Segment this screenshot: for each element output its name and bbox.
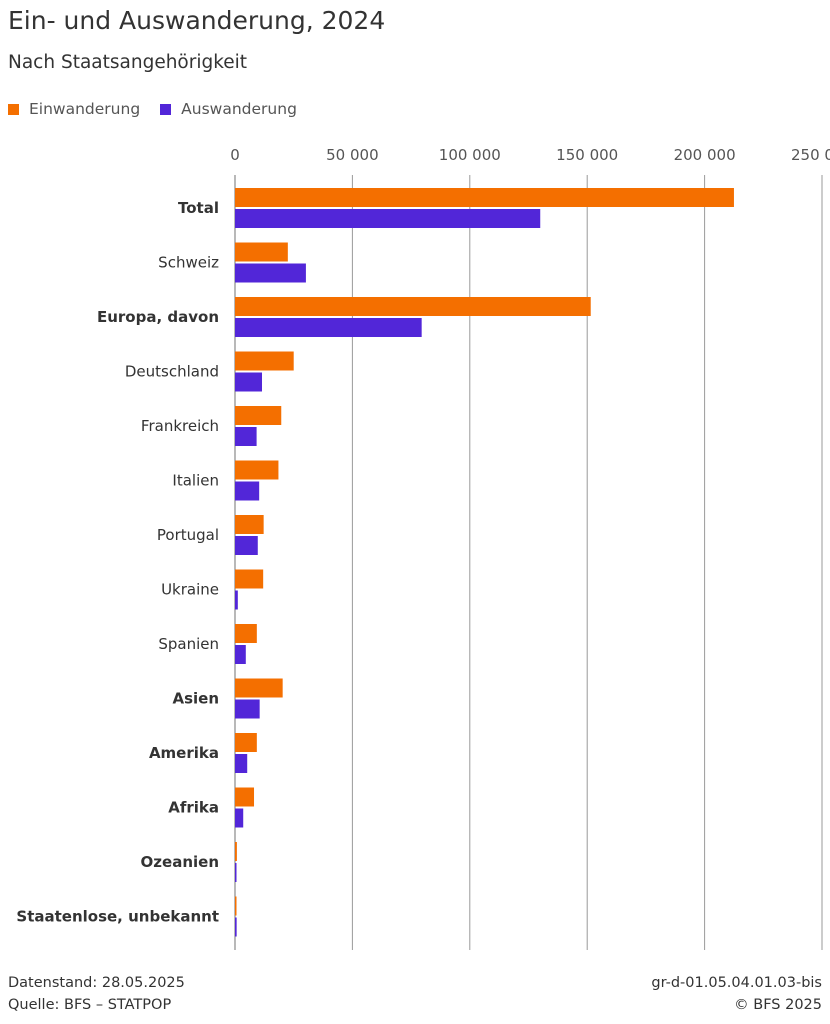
category-label: Amerika	[149, 744, 219, 762]
bar-chart: 0 50 000 100 000 150 000 200 000 250 000 Total…	[16, 146, 830, 950]
footer-copyright: © BFS 2025	[734, 997, 822, 1013]
bar-einwanderung	[235, 624, 257, 643]
footer-left: Datenstand: 28.05.2025 Quelle: BFS – STA…	[8, 972, 185, 1016]
bar-einwanderung	[235, 460, 279, 480]
legend-swatch-einwanderung	[8, 103, 19, 115]
bar-einwanderung	[235, 733, 257, 752]
chart-subtitle: Nach Staatsangehörigkeit	[8, 52, 248, 73]
legend-label-einwanderung: Einwanderung	[29, 100, 141, 118]
bar-einwanderung	[235, 787, 255, 807]
legend-label-auswanderung: Auswanderung	[181, 100, 297, 118]
category-label: Europa, davon	[97, 308, 219, 326]
bar-auswanderung	[235, 917, 237, 937]
legend: Einwanderung Auswanderung	[8, 100, 317, 118]
bar-einwanderung	[235, 188, 734, 207]
category-label: Frankreich	[141, 417, 219, 435]
bar-auswanderung	[235, 645, 246, 664]
bar-einwanderung	[235, 351, 294, 371]
x-tick-label: 50 000	[326, 146, 379, 164]
bar-einwanderung	[235, 896, 237, 916]
legend-item-einwanderung: Einwanderung	[8, 100, 140, 118]
bar-einwanderung	[235, 569, 264, 589]
bar-einwanderung	[235, 678, 283, 698]
category-label: Schweiz	[158, 254, 219, 272]
legend-swatch-auswanderung	[160, 103, 172, 115]
category-label: Ozeanien	[141, 853, 219, 871]
bar-auswanderung	[235, 481, 260, 501]
category-label: Ukraine	[161, 581, 219, 599]
bar-auswanderung	[235, 808, 244, 828]
category-label: Portugal	[157, 526, 219, 544]
bar-auswanderung	[235, 699, 260, 719]
bar-auswanderung	[235, 209, 541, 228]
footer-right: gr-d-01.05.04.01.03-bis © BFS 2025	[651, 972, 822, 1016]
category-label: Staatenlose, unbekannt	[16, 908, 219, 926]
footer-datenstand: Datenstand: 28.05.2025	[8, 975, 185, 991]
x-tick-label: 150 000	[556, 146, 618, 164]
bar-auswanderung	[235, 536, 258, 555]
bar-auswanderung	[235, 754, 248, 773]
x-tick-label: 200 000	[674, 146, 736, 164]
footer-code: gr-d-01.05.04.01.03-bis	[651, 975, 822, 991]
category-label: Afrika	[168, 799, 219, 817]
footer-quelle: Quelle: BFS – STATPOP	[8, 997, 172, 1013]
bar-einwanderung	[235, 515, 264, 534]
bar-einwanderung	[235, 297, 591, 316]
category-label: Italien	[172, 472, 219, 490]
bar-einwanderung	[235, 406, 282, 425]
chart-title: Ein- und Auswanderung, 2024	[8, 6, 386, 35]
x-tick-label: 250 000	[791, 146, 830, 164]
bar-auswanderung	[235, 318, 422, 337]
bar-einwanderung	[235, 842, 237, 861]
bar-auswanderung	[235, 590, 238, 610]
category-label: Deutschland	[125, 363, 219, 381]
category-label: Asien	[172, 690, 219, 708]
category-label: Total	[178, 199, 219, 217]
x-tick-label: 100 000	[439, 146, 501, 164]
legend-item-auswanderung: Auswanderung	[160, 100, 297, 118]
bar-auswanderung	[235, 427, 257, 446]
bar-auswanderung	[235, 372, 263, 392]
bar-auswanderung	[235, 263, 306, 283]
bar-einwanderung	[235, 242, 288, 262]
bar-auswanderung	[235, 863, 237, 882]
x-tick-label: 0	[230, 146, 240, 164]
category-label: Spanien	[158, 635, 219, 653]
